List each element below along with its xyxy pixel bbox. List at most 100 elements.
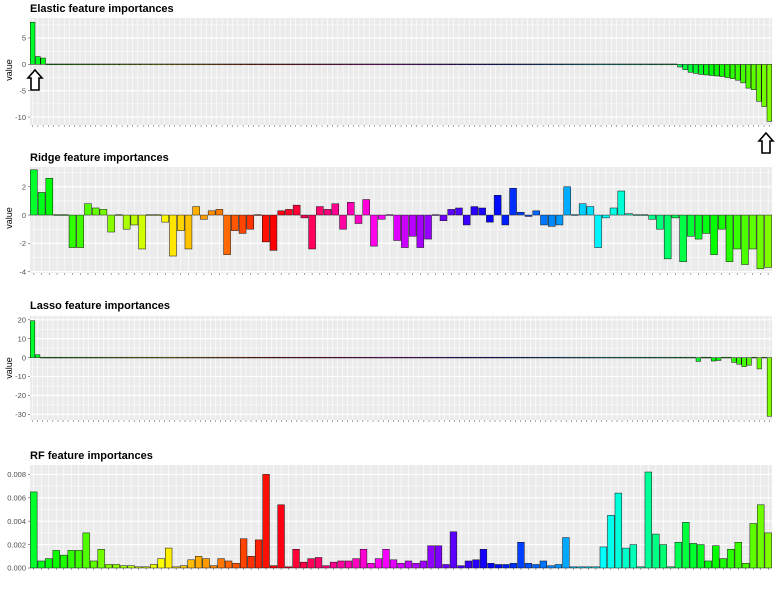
lasso-bar (309, 356, 315, 359)
rf-bar (239, 538, 248, 569)
ridge-bar (99, 209, 108, 216)
ridge-bar (710, 214, 718, 255)
elastic-bar (151, 63, 157, 66)
rf-bar (607, 515, 615, 569)
elastic-bar (145, 63, 152, 66)
lasso-bar (212, 356, 219, 359)
lasso-bar (461, 356, 468, 359)
lasso-bar (665, 356, 671, 359)
lasso-y-axis-label: value (4, 357, 14, 379)
rf-bar (217, 558, 225, 569)
rf-bar (479, 549, 488, 569)
lasso-bar (177, 356, 183, 359)
elastic-bar (51, 63, 57, 66)
elastic-bar (130, 63, 136, 66)
lasso-bar (96, 356, 102, 359)
elastic-bar (445, 63, 451, 66)
rf-bar (652, 533, 660, 569)
lasso-bar (599, 356, 605, 359)
ridge-bar (300, 214, 309, 219)
elastic-bar (540, 63, 546, 66)
lasso-bar (187, 356, 193, 359)
rf-bar (157, 558, 165, 569)
elastic-bar (745, 64, 751, 89)
elastic-bar (708, 64, 715, 76)
rf-bar (442, 564, 450, 569)
elastic-bar (750, 64, 757, 90)
ridge-bar (231, 214, 239, 231)
rf-bar (614, 492, 622, 569)
rf-bar (307, 558, 315, 569)
lasso-bar (416, 356, 422, 359)
lasso-bar (253, 356, 259, 359)
rf-bar (547, 565, 555, 569)
rf-bar (457, 565, 465, 569)
ridge-bar (687, 214, 695, 237)
lasso-bar (431, 356, 437, 359)
rf-bar (359, 549, 368, 569)
rf-bar (584, 566, 592, 569)
rf-bar (277, 504, 285, 569)
rf-bar (682, 522, 690, 569)
lasso-bar (690, 356, 696, 359)
lasso-bar (492, 356, 498, 359)
elastic-panel: Elastic feature importances value 5 0 -5 -1… (4, 3, 775, 154)
lasso-bar (411, 356, 417, 359)
rf-bar (52, 550, 60, 569)
rf-bar (449, 531, 458, 569)
elastic-bar (203, 63, 209, 66)
ridge-bar (416, 214, 425, 248)
lasso-bar (238, 356, 244, 359)
lasso-bar (268, 356, 274, 359)
ridge-bar (424, 214, 432, 240)
ridge-bar (447, 209, 455, 216)
elastic-bar (640, 63, 646, 66)
lasso-bar (675, 356, 681, 359)
elastic-bar (77, 63, 83, 66)
elastic-bar (624, 63, 630, 66)
rf-bar (75, 550, 83, 569)
rf-bar (45, 558, 53, 569)
rf-bar (494, 564, 503, 569)
lasso-bar (726, 356, 732, 359)
elastic-bar (703, 64, 709, 76)
rf-bar (524, 563, 533, 569)
lasso-bar (111, 356, 117, 359)
elastic-bar (345, 63, 352, 66)
ridge-bar (45, 178, 54, 216)
elastic-bar (35, 56, 41, 65)
lasso-bar (340, 356, 346, 359)
ridge-bar (609, 207, 618, 216)
rf-bar (284, 566, 293, 569)
rf-bar (397, 563, 405, 569)
lasso-bar (228, 356, 234, 359)
rf-bar (135, 566, 143, 569)
elastic-bar (224, 63, 230, 66)
elastic-bar (98, 63, 104, 66)
lasso-bar (141, 356, 147, 359)
lasso-bar (360, 356, 366, 359)
rf-bar (299, 561, 308, 569)
elastic-bar (572, 63, 578, 66)
ridge-bar (68, 214, 77, 248)
elastic-bar (593, 63, 599, 66)
rf-bar (172, 566, 180, 569)
lasso-bar (528, 356, 534, 359)
ridge-bar (246, 214, 255, 230)
ridge-bar (578, 203, 587, 216)
rf-bar (539, 560, 548, 569)
ridge-bar (633, 214, 641, 216)
lasso-bar (263, 356, 269, 359)
elastic-bar (598, 63, 604, 66)
elastic-bar (208, 63, 215, 66)
lasso-bar (375, 356, 381, 359)
lasso-bar (172, 356, 178, 359)
rf-bar (502, 564, 510, 569)
lasso-bar (639, 356, 645, 359)
elastic-bar (387, 63, 394, 66)
elastic-bar (72, 63, 78, 66)
ridge-y-tick-label: -2 (19, 239, 26, 248)
rf-bar (60, 554, 68, 569)
rf-bar (697, 544, 705, 569)
lasso-bar (90, 356, 97, 359)
